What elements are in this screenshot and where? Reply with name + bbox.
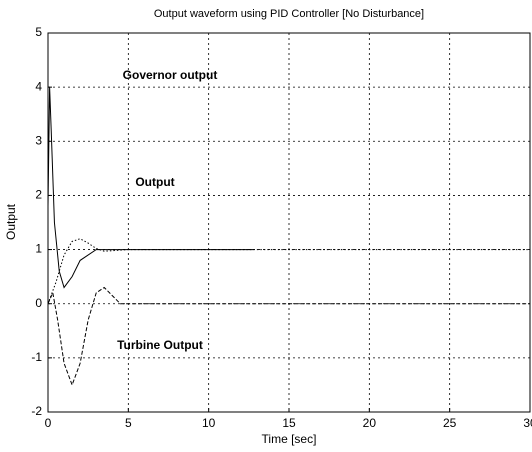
annotation: Governor output: [123, 68, 218, 82]
x-axis-label: Time [sec]: [262, 432, 317, 446]
series-line: [47, 238, 530, 304]
plot-frame: [47, 32, 531, 413]
y-tick-label: 5: [35, 25, 42, 39]
x-tick-label: 0: [45, 416, 52, 430]
x-tick-label: 5: [125, 416, 132, 430]
chart-title: Output waveform using PID Controller [No…: [154, 8, 424, 20]
y-axis-label: Output: [4, 203, 18, 240]
y-tick-label: -1: [31, 350, 42, 364]
x-tick-label: 15: [282, 416, 296, 430]
y-tick-label: 1: [35, 242, 42, 256]
y-tick-label: 4: [35, 79, 42, 93]
y-tick-label: 3: [35, 133, 42, 147]
x-tick-label: 10: [202, 416, 216, 430]
y-tick-label: 0: [35, 296, 42, 310]
x-tick-label: 20: [363, 416, 377, 430]
x-tick-label: 30: [523, 416, 532, 430]
series-line: [47, 286, 530, 387]
annotation: Output: [135, 175, 174, 189]
annotation: Turbine Output: [117, 338, 203, 352]
x-tick-label: 25: [443, 416, 457, 430]
y-tick-label: -2: [31, 404, 42, 418]
y-tick-label: 2: [35, 188, 42, 202]
